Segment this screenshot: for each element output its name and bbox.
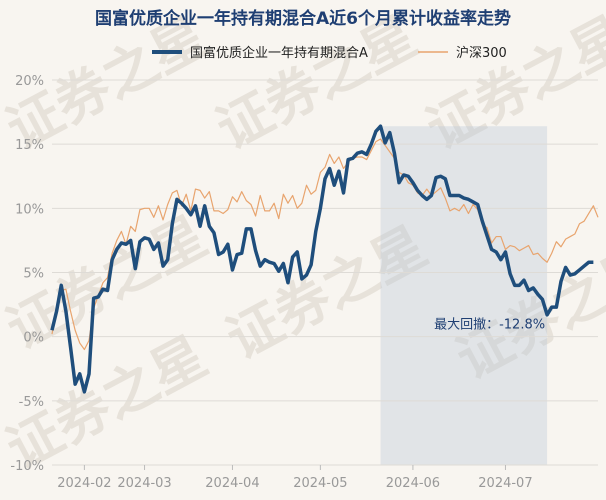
y-tick-label: 10% <box>15 202 44 217</box>
series-line-fund <box>50 124 594 394</box>
legend-label-fund: 国富优质企业一年持有期混合A <box>190 45 368 61</box>
y-tick-label: 20% <box>15 74 44 89</box>
x-tick-label: 2024-03 <box>117 476 171 491</box>
legend-label-index: 沪深300 <box>456 45 507 61</box>
y-tick-label: -5% <box>19 395 44 410</box>
chart-title: 国富优质企业一年持有期混合A近6个月累计收益率走势 <box>95 8 511 29</box>
y-tick-label: 15% <box>15 138 44 153</box>
series-line-hs300 <box>51 138 599 351</box>
max-drawdown-label: 最大回撤：-12.8% <box>434 317 545 333</box>
x-tick-label: 2024-07 <box>478 476 532 491</box>
y-tick-label: 0% <box>23 331 44 346</box>
y-tick-label: 5% <box>23 267 44 282</box>
x-tick-label: 2024-06 <box>386 476 440 491</box>
x-tick-label: 2024-05 <box>293 476 347 491</box>
x-tick-label: 2024-02 <box>57 476 111 491</box>
y-tick-label: -10% <box>10 459 44 474</box>
x-tick-label: 2024-04 <box>205 476 259 491</box>
